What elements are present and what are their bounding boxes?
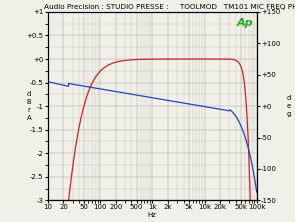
Y-axis label: d
e
g: d e g [286, 95, 291, 117]
Text: Ap: Ap [237, 18, 254, 28]
X-axis label: Hz: Hz [148, 212, 157, 218]
Text: Audio Precision : STUDIO PRESSE :     TOOLMOD   TM101 MIC FREQ PHASE: Audio Precision : STUDIO PRESSE : TOOLMO… [44, 4, 295, 10]
Text: d
B
r
A: d B r A [27, 91, 31, 121]
